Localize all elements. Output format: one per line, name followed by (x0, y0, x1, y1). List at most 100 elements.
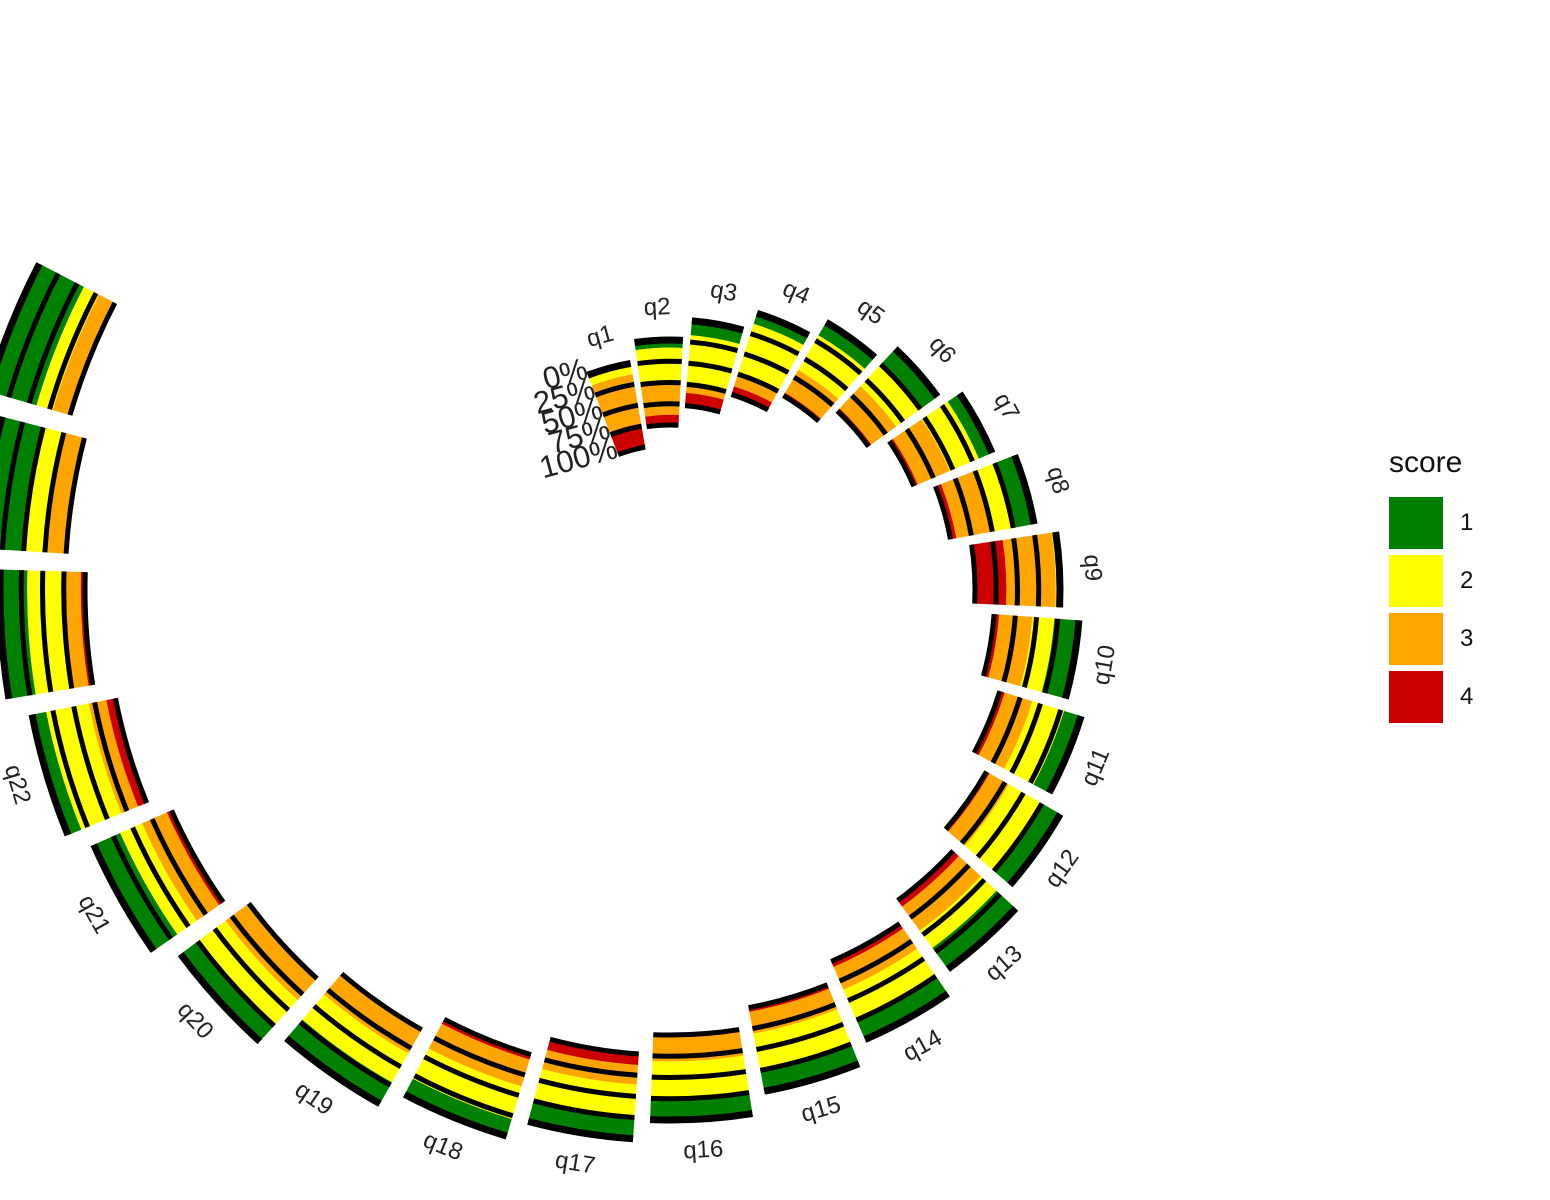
legend-item-4: 4 (1389, 668, 1473, 726)
ring-line-q3-25 (689, 339, 739, 353)
bar-segment-q18-score-1 (404, 1078, 512, 1137)
ring-line-q16-50 (651, 1069, 747, 1080)
y-axis-tick-labels: 0%25%50%75%100% (530, 351, 622, 485)
category-label-q7: q7 (988, 388, 1024, 424)
category-label-q18: q18 (419, 1126, 466, 1166)
ring-line-q11-100 (971, 690, 1003, 754)
ring-line-q17-25 (532, 1098, 635, 1121)
ring-line-q15-0 (763, 1060, 861, 1095)
ring-line-q21-0 (90, 843, 157, 953)
ring-line-q23-0 (0, 569, 13, 700)
ring-line-q7-25 (939, 404, 975, 463)
ring-line-q12-0 (1007, 812, 1064, 888)
bar-segment-q17-score-1 (528, 1101, 635, 1139)
ring-line-q25-50 (26, 282, 80, 404)
ring-line-q18-75 (433, 1035, 526, 1078)
ring-line-q4-75 (737, 371, 780, 394)
ring-line-q8-25 (992, 462, 1016, 529)
ring-line-q15-75 (752, 1002, 837, 1032)
ring-line-q15-25 (759, 1041, 853, 1073)
legend-item-3: 3 (1389, 610, 1473, 668)
ring-line-q11-0 (1046, 715, 1085, 795)
bar-segment-q3-score-3 (686, 385, 726, 400)
category-label-q1: q1 (584, 320, 617, 353)
legend-item-1: 1 (1389, 494, 1473, 552)
ring-line-q11-50 (1009, 702, 1043, 774)
ring-line-q22-75 (92, 701, 130, 812)
category-label-q21: q21 (73, 890, 116, 938)
ring-line-q24-25 (0, 421, 26, 550)
ring-line-q1-0 (586, 359, 632, 379)
category-label-q20: q20 (172, 997, 219, 1045)
ring-line-q3-0 (691, 317, 745, 334)
percentage-ring-lines (0, 262, 1085, 1143)
legend: score 1 2 3 4 (1389, 446, 1473, 726)
ring-line-q5-100 (782, 393, 821, 423)
bar-segment-q12-score-1 (994, 803, 1061, 885)
ring-line-q16-75 (652, 1048, 743, 1059)
ring-line-q2-0 (634, 336, 684, 346)
ring-line-q5-50 (803, 356, 849, 392)
ring-line-q24-100 (63, 437, 87, 554)
bar-segment-q15-score-1 (760, 1045, 859, 1092)
ring-line-q7-50 (922, 415, 956, 471)
bar-segment-q7-score-1 (947, 393, 993, 459)
ring-line-q7-100 (887, 439, 917, 488)
ring-line-q21-100 (169, 809, 226, 904)
ring-line-q14-0 (863, 990, 950, 1043)
bar-segment-q24-score-1 (0, 416, 44, 552)
bar-segment-q2-score-3 (640, 384, 681, 417)
legend-label-2: 2 (1460, 567, 1474, 594)
ring-line-q6-75 (850, 393, 888, 436)
legend-item-2: 2 (1389, 552, 1473, 610)
ring-line-q10-0 (1061, 620, 1083, 700)
ring-line-q18-0 (402, 1091, 508, 1140)
ring-line-q14-25 (855, 974, 938, 1023)
legend-key-2 (1389, 555, 1443, 607)
ring-line-q13-0 (945, 906, 1019, 972)
ring-line-q16-100 (653, 1027, 740, 1038)
ring-line-q20-100 (246, 901, 319, 981)
bar-segment-q19-score-1 (286, 1019, 393, 1104)
ring-line-q22-25 (50, 710, 90, 829)
category-label-q8: q8 (1041, 464, 1074, 497)
bar-segment-q13-score-2 (919, 876, 997, 948)
ring-line-q18-25 (413, 1073, 514, 1119)
ring-line-q13-75 (908, 863, 971, 920)
legend-label-3: 3 (1460, 625, 1474, 652)
ring-line-q20-0 (177, 952, 263, 1045)
category-label-q5: q5 (852, 293, 889, 331)
ring-line-q12-25 (991, 802, 1045, 873)
ring-line-q21-25 (110, 835, 174, 941)
ring-line-q9-75 (990, 541, 999, 605)
category-label-q19: q19 (290, 1076, 338, 1121)
bar-segment-q5-score-1 (818, 322, 875, 369)
ring-line-q20-25 (195, 939, 276, 1028)
ring-line-q16-0 (649, 1110, 753, 1124)
ring-line-q14-75 (838, 939, 914, 984)
ring-line-q1-100 (617, 444, 646, 457)
ring-line-q21-50 (130, 826, 191, 928)
ring-line-q21-75 (149, 817, 208, 916)
bar-segment-q22-score-2 (46, 703, 122, 830)
ring-line-q15-50 (755, 1021, 845, 1052)
ring-line-q5-25 (814, 338, 863, 376)
ring-line-q7-75 (904, 427, 936, 479)
ring-line-q4-0 (755, 310, 811, 339)
category-label-q16: q16 (682, 1135, 724, 1164)
bar-segment-q6-score-1 (879, 348, 938, 411)
bar-segment-q1-score-2 (588, 365, 633, 386)
bar-segment-q12-score-3 (948, 773, 1009, 846)
ring-line-q10-100 (980, 613, 997, 677)
ring-line-q10-50 (1021, 617, 1039, 688)
ring-line-q9-50 (1011, 537, 1020, 606)
category-label-q3: q3 (708, 276, 739, 307)
category-label-q11: q11 (1076, 744, 1116, 790)
ring-line-q12-100 (943, 770, 989, 831)
bar-segment-q13-score-1 (932, 890, 1016, 970)
ring-line-q16-25 (650, 1090, 750, 1102)
category-label-q9: q9 (1078, 554, 1106, 582)
ring-line-q2-100 (646, 422, 679, 430)
bar-segment-q23-score-2 (27, 570, 70, 695)
